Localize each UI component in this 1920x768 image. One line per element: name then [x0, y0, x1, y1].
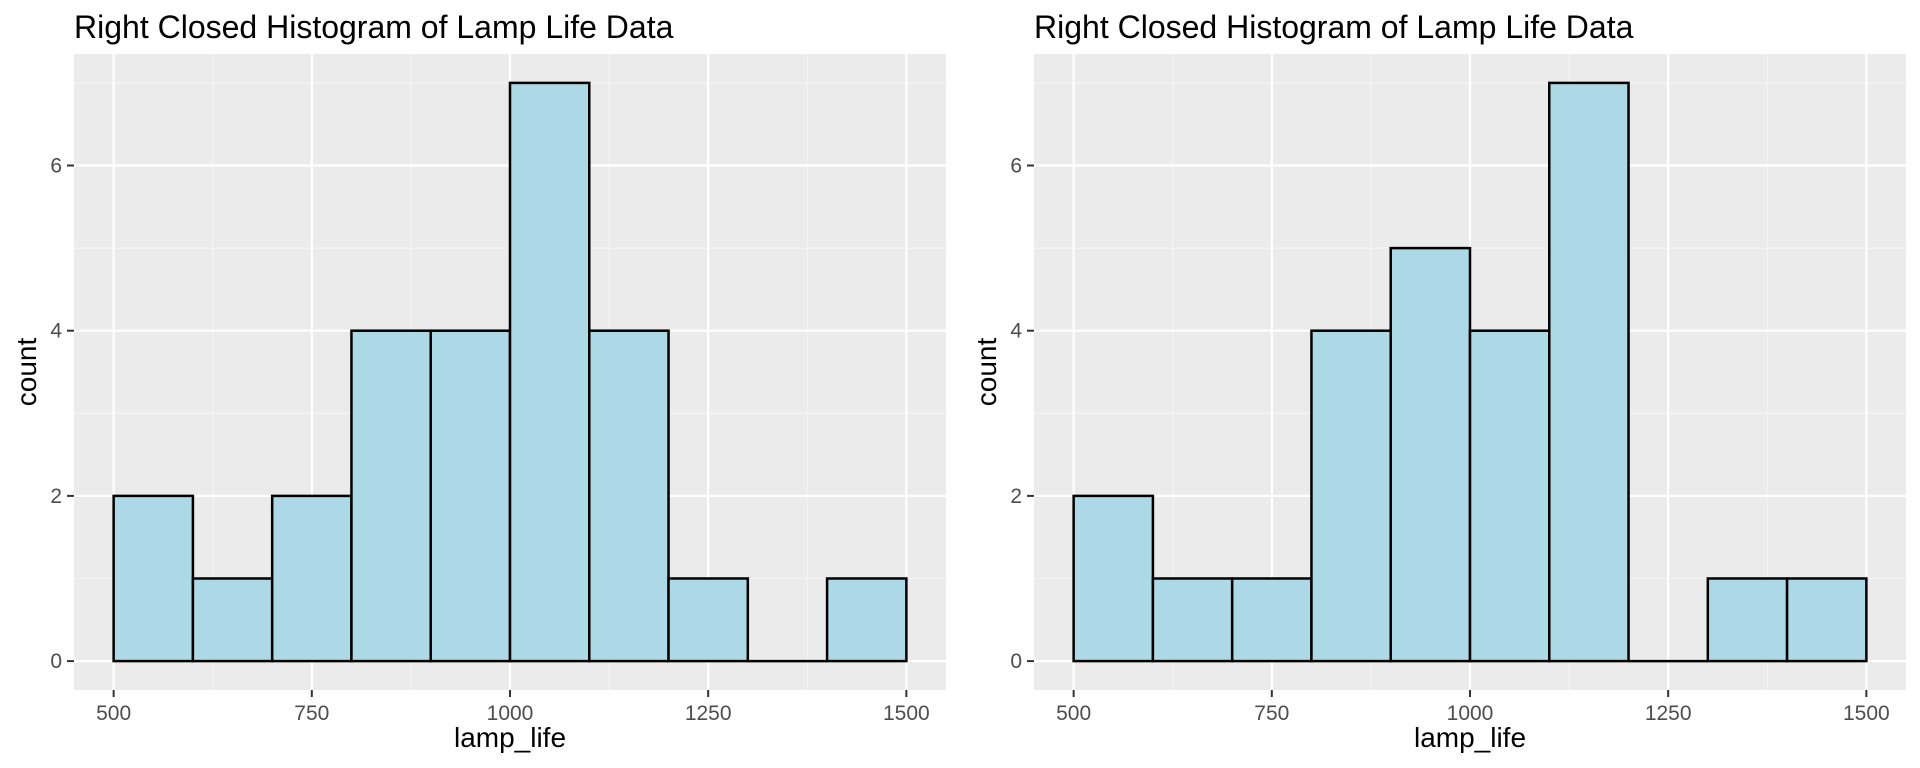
y-tick-label: 2: [50, 485, 62, 508]
histogram-bar-10: [1785, 577, 1868, 663]
x-tick-label: 500: [1056, 702, 1091, 725]
histogram-bar-6: [1468, 329, 1551, 663]
x-tick-label: 500: [96, 702, 131, 725]
x-tick-label: 1250: [1645, 702, 1692, 725]
histogram-bar-7: [1548, 81, 1630, 663]
x-tick-label: 750: [294, 702, 329, 725]
histogram-bar-10: [825, 577, 908, 663]
histogram-bar-2: [1151, 577, 1234, 663]
chart-title: Right Closed Histogram of Lamp Life Data: [1034, 9, 1634, 45]
x-axis-title: lamp_life: [1414, 722, 1526, 753]
histogram-bar-1: [112, 494, 195, 663]
histogram-bar-4: [350, 329, 432, 663]
chart-panel-1: 500 750 1000 1250 1500 0 2 4 6 Right Closed Histo…: [11, 9, 946, 753]
y-tick-label: 0: [1010, 650, 1022, 673]
x-tick-label: 1500: [883, 702, 930, 725]
y-tick-label: 4: [50, 320, 62, 343]
y-tick-label: 2: [1010, 485, 1022, 508]
y-tick-label: 6: [1010, 155, 1022, 178]
y-axis-title: count: [11, 338, 42, 407]
chart-panel-2: 500 750 1000 1250 1500 0 2 4 6 Right Closed Histo…: [971, 9, 1906, 753]
histogram-bar-3: [1230, 577, 1313, 663]
histogram-bar-8: [667, 577, 750, 663]
histogram-bar-3: [270, 494, 353, 663]
y-axis-title: count: [971, 338, 1002, 407]
histogram-bar-5: [429, 329, 512, 663]
histogram-bar-6: [508, 81, 591, 663]
x-tick-label: 1000: [1447, 702, 1494, 725]
y-tick-label: 4: [1010, 320, 1022, 343]
histogram-bar-1: [1072, 494, 1155, 663]
x-tick-label: 1000: [487, 702, 534, 725]
x-tick-label: 1500: [1843, 702, 1890, 725]
histogram-bar-9: [1706, 577, 1789, 663]
y-tick-label: 0: [50, 650, 62, 673]
histogram-bar-4: [1310, 329, 1392, 663]
y-tick-label: 6: [50, 155, 62, 178]
histogram-bar-7: [588, 329, 670, 663]
chart-title: Right Closed Histogram of Lamp Life Data: [74, 9, 674, 45]
x-tick-label: 1250: [685, 702, 732, 725]
x-axis-title: lamp_life: [454, 722, 566, 753]
histogram-bar-5: [1389, 246, 1472, 663]
x-tick-label: 750: [1254, 702, 1289, 725]
histogram-bar-2: [191, 577, 274, 663]
